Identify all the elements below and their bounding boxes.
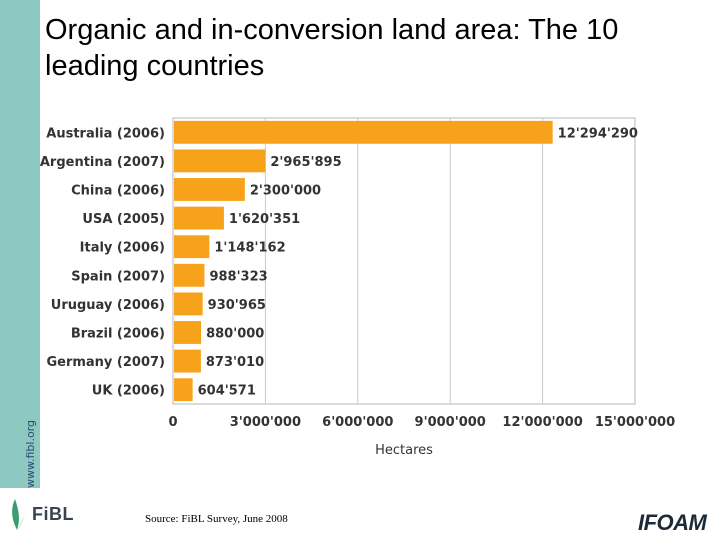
category-label: Germany (2007) (46, 355, 165, 370)
value-label: 2'965'895 (270, 155, 341, 170)
bar (174, 264, 204, 287)
value-label: 1'620'351 (229, 212, 300, 227)
category-label: UK (2006) (92, 384, 165, 399)
fibl-leaf-icon (6, 496, 28, 532)
value-label: 930'965 (208, 298, 266, 313)
source-note: Source: FiBL Survey, June 2008 (145, 513, 288, 525)
category-label: Italy (2006) (80, 241, 165, 256)
category-label: Spain (2007) (71, 269, 165, 284)
fibl-logo-text: FiBL (32, 504, 74, 525)
ifoam-logo: IFOAM (638, 510, 706, 536)
category-label: Brazil (2006) (71, 327, 165, 342)
x-tick-label: 9'000'000 (415, 415, 486, 430)
bar (174, 350, 201, 373)
bar (174, 292, 203, 315)
slide-title: Organic and in-conversion land area: The… (45, 12, 705, 84)
category-label: China (2006) (71, 184, 165, 199)
x-tick-label: 3'000'000 (230, 415, 301, 430)
x-tick-label: 0 (168, 415, 177, 430)
x-tick-label: 12'000'000 (502, 415, 582, 430)
category-label: Argentina (2007) (40, 155, 165, 170)
fibl-logo: FiBL (6, 494, 74, 534)
x-tick-label: 15'000'000 (595, 415, 675, 430)
bar (174, 378, 193, 401)
bar (174, 121, 553, 144)
side-strip (0, 0, 40, 488)
bar (174, 149, 265, 172)
side-url: www.fibl.org (24, 420, 37, 488)
category-label: Uruguay (2006) (51, 298, 165, 313)
bar (174, 321, 201, 344)
x-axis-label: Hectares (375, 443, 433, 458)
category-label: USA (2005) (82, 212, 165, 227)
category-label: Australia (2006) (46, 126, 165, 141)
bar (174, 235, 209, 258)
value-label: 873'010 (206, 355, 264, 370)
x-tick-label: 6'000'000 (322, 415, 393, 430)
value-label: 12'294'290 (558, 126, 638, 141)
value-label: 604'571 (198, 384, 256, 399)
value-label: 1'148'162 (214, 241, 285, 256)
bar (174, 207, 224, 230)
value-label: 988'323 (209, 269, 267, 284)
bar-chart: 0 3'000'000 6'000'000 9'000'000 12'000'000 15… (40, 110, 690, 470)
bar (174, 178, 245, 201)
value-label: 880'000 (206, 327, 264, 342)
value-label: 2'300'000 (250, 184, 321, 199)
